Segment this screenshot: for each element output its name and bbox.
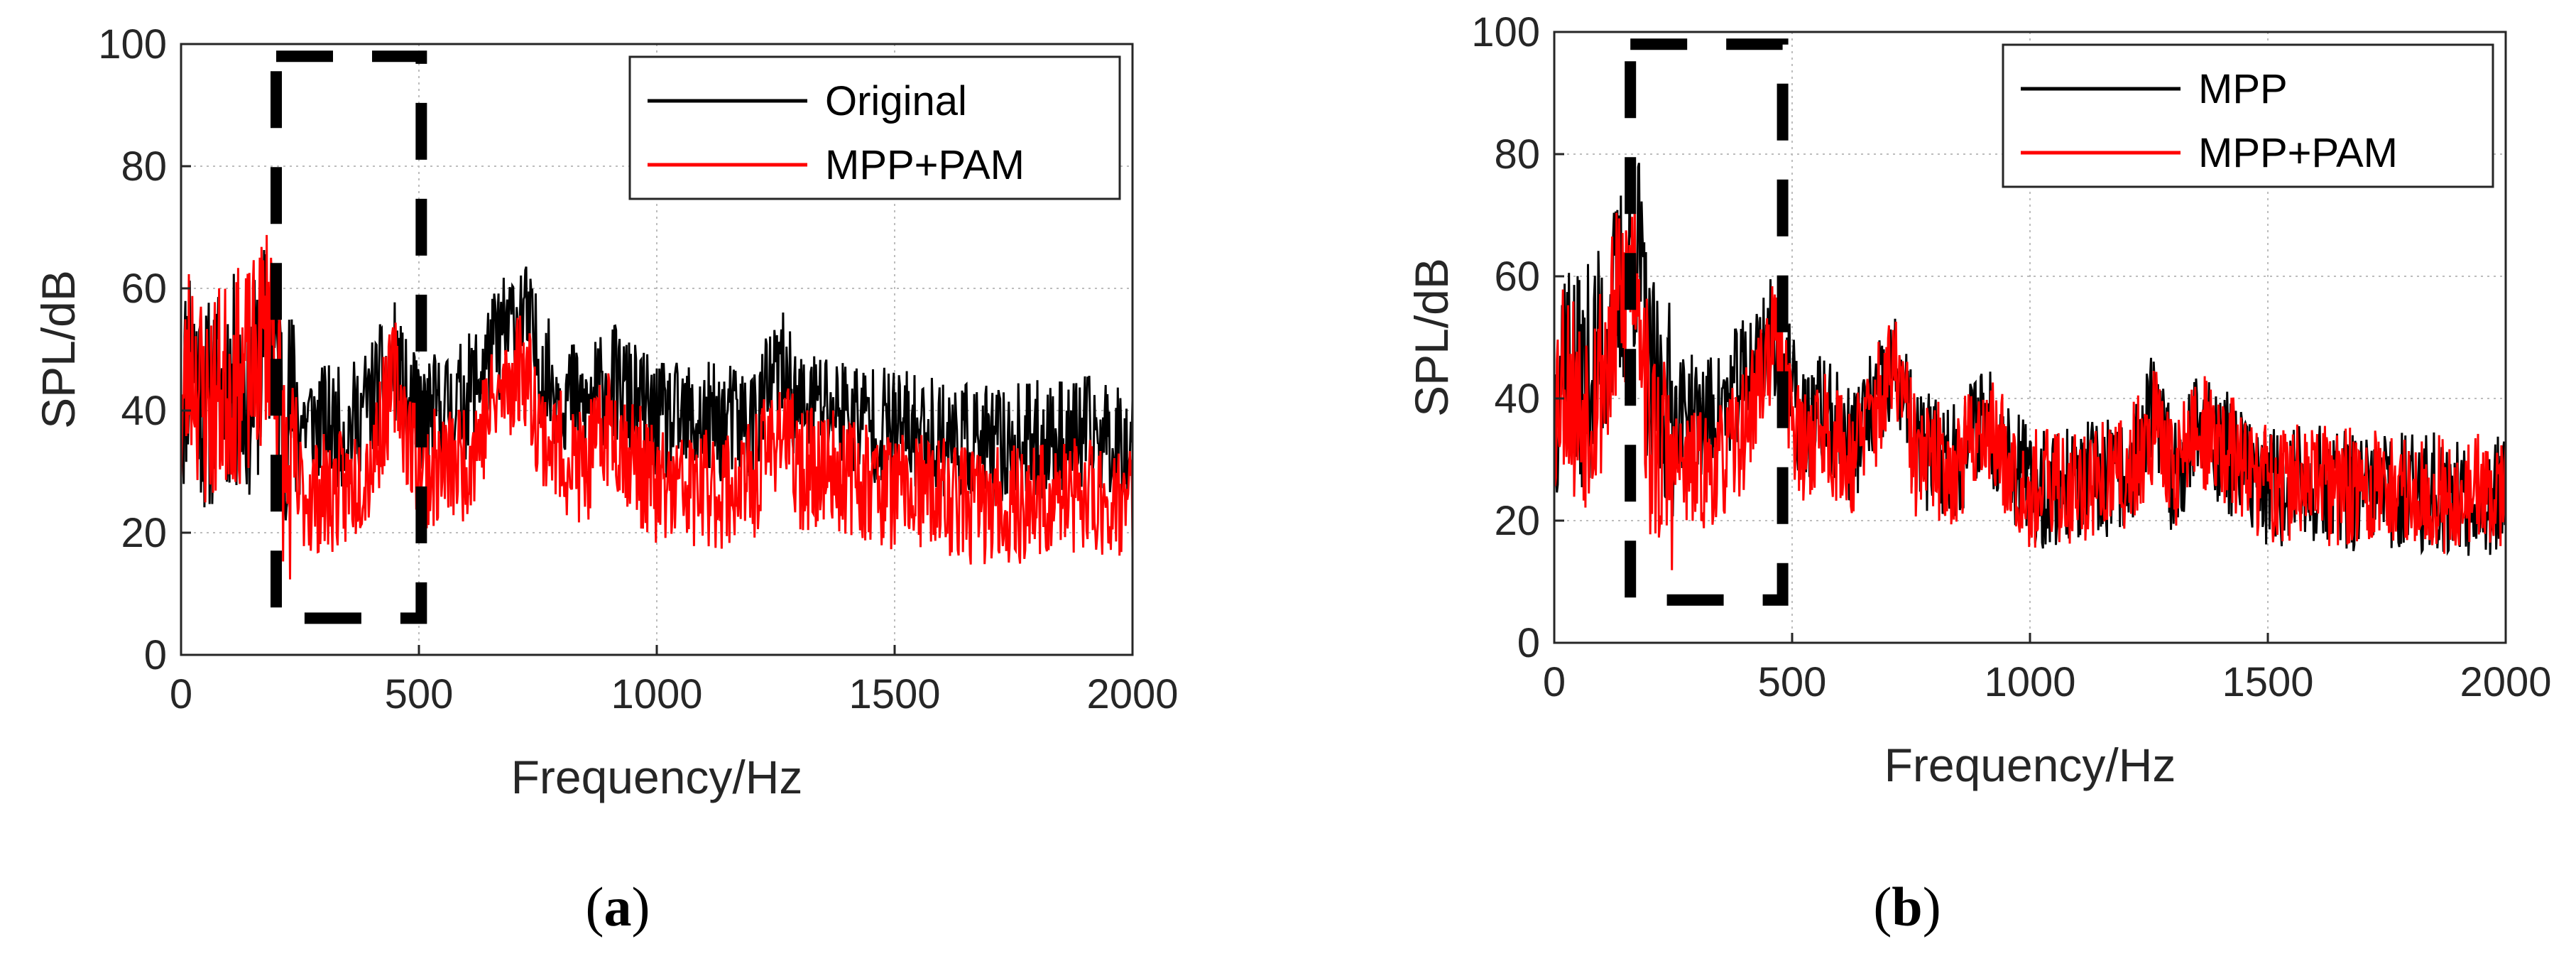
legend-label: Original <box>825 78 967 124</box>
y-tick-label: 100 <box>98 21 167 67</box>
y-tick-label: 40 <box>121 388 167 434</box>
y-tick-label: 60 <box>1494 254 1540 300</box>
x-tick-label: 1000 <box>1984 659 2075 705</box>
panel-caption-a: (a) <box>585 876 650 938</box>
y-tick-label: 80 <box>1494 131 1540 178</box>
chart-panel-a: 0 500 1000 1500 2000 0 20 40 60 80 100 Frequency/Hz… <box>32 21 1179 938</box>
y-tick-label: 0 <box>144 632 167 678</box>
x-tick-label: 2000 <box>2460 659 2551 705</box>
highlight-box <box>1625 38 1789 606</box>
chart-panel-b: 0 500 1000 1500 2000 0 20 40 60 80 100 Frequency/Hz… <box>1288 0 2576 961</box>
legend: MPP MPP+PAM <box>2002 43 2494 188</box>
x-tick-label: 500 <box>385 671 454 717</box>
y-tick-label: 20 <box>121 510 167 556</box>
y-tick-label: 40 <box>1494 376 1540 422</box>
x-tick-label: 0 <box>170 671 192 717</box>
legend-label: MPP+PAM <box>2198 130 2398 176</box>
y-tick-label: 80 <box>121 143 167 190</box>
spl-chart-b: 0 500 1000 1500 2000 0 20 40 60 80 100 Frequency/Hz… <box>1405 9 2552 791</box>
y-tick-label: 0 <box>1517 620 1540 666</box>
x-tick-label: 1500 <box>848 671 940 717</box>
y-axis-label: SPL/dB <box>32 270 84 429</box>
legend-label: MPP <box>2198 66 2288 112</box>
y-tick-label: 60 <box>121 266 167 312</box>
series-line-mpp-pam <box>1554 195 2506 570</box>
x-tick-label: 1000 <box>611 671 702 717</box>
x-axis-label: Frequency/Hz <box>511 751 803 803</box>
series-line-mpp-pam <box>181 234 1133 580</box>
x-tick-label: 0 <box>1543 659 1566 705</box>
legend-box <box>2002 43 2494 188</box>
x-tick-label: 1500 <box>2222 659 2313 705</box>
legend: Original MPP+PAM <box>628 55 1121 200</box>
x-tick-label: 500 <box>1758 659 1827 705</box>
y-tick-label: 100 <box>1471 9 1540 55</box>
panel-caption-b: (b) <box>1873 876 1941 938</box>
x-axis-label: Frequency/Hz <box>1884 739 2176 791</box>
x-tick-label: 2000 <box>1086 671 1178 717</box>
y-axis-label: SPL/dB <box>1405 258 1458 417</box>
highlight-box <box>271 50 427 624</box>
spl-chart-a: 0 500 1000 1500 2000 0 20 40 60 80 100 Frequency/Hz… <box>32 21 1179 803</box>
legend-box <box>628 55 1121 200</box>
y-tick-label: 20 <box>1494 498 1540 544</box>
legend-label: MPP+PAM <box>825 142 1025 188</box>
